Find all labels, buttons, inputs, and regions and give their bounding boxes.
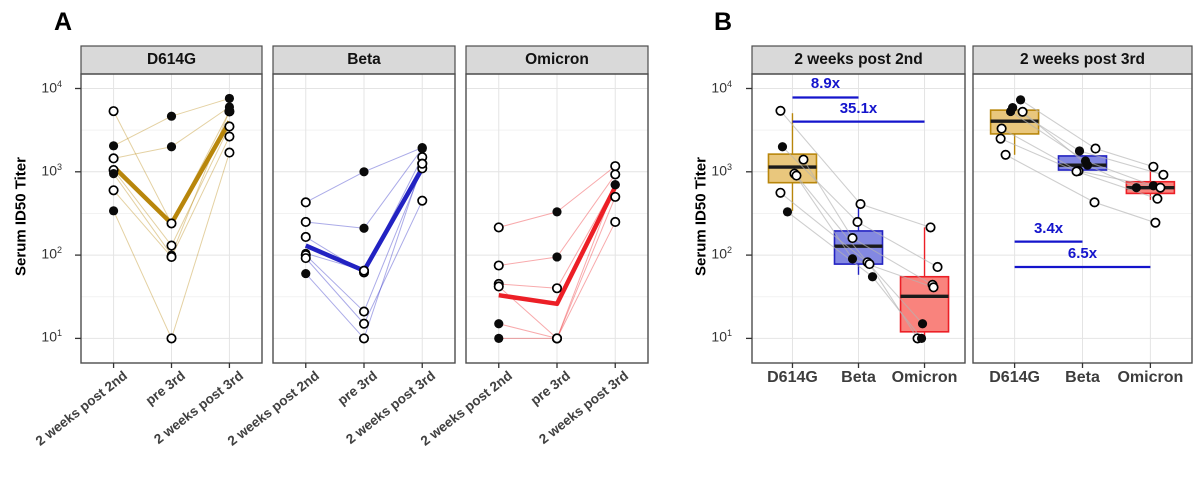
data-point-filled [108,141,119,151]
data-point-open [358,306,370,317]
data-point-filled [301,268,311,279]
data-point-open [108,153,119,164]
data-point-filled [166,142,177,152]
data-point-filled [494,333,504,343]
data-point-filled [917,319,928,329]
data-point-open [932,261,943,273]
data-point-open [1155,182,1166,193]
data-point-filled [1074,146,1085,156]
data-point-filled [552,207,562,217]
data-point-open [166,218,177,229]
data-point-filled [847,254,858,264]
data-point-open [358,318,370,329]
data-point-open [166,251,177,263]
data-point-filled [777,142,788,152]
data-point-open [775,187,786,198]
data-point-filled [782,207,793,217]
data-point-open [610,216,621,228]
data-point-filled [867,272,878,282]
data-point-filled [166,111,177,121]
data-point-open [108,185,119,196]
data-point-open [300,216,311,228]
data-point-open [493,281,504,292]
data-point-open [610,191,621,202]
data-point-open [1152,193,1163,204]
data-point-filled [916,333,927,343]
data-point-open [855,199,866,210]
data-point-open [1071,166,1082,177]
data-point-open [798,154,809,165]
data-point-filled [494,319,504,329]
data-point-open [224,121,235,132]
data-point-open [852,216,863,228]
data-point-open [300,231,311,243]
facet-strip [272,45,456,75]
data-point-open [610,169,621,180]
data-point-open [493,260,504,271]
data-point-open [610,161,621,172]
data-point-open [1089,197,1100,208]
data-point-open [417,195,428,206]
facet-strip [80,45,263,75]
data-point-open [847,233,858,244]
data-point-filled [108,169,119,179]
data-point-filled [1082,160,1093,170]
data-point-open [1158,169,1169,180]
data-point-open [417,158,428,169]
data-point-filled [359,167,369,177]
data-point-open [864,259,875,270]
data-point-open [791,170,802,181]
data-point-filled [1131,183,1141,193]
data-point-open [551,283,563,294]
data-point-filled [108,206,119,216]
data-point-open [1000,149,1011,160]
data-point-open [224,147,235,158]
data-point-open [1017,106,1028,117]
data-point-open [551,333,563,344]
data-point-filled [610,180,620,190]
data-point-filled [224,106,235,116]
data-point-filled [1006,106,1016,117]
data-point-open [358,265,370,276]
data-point-open [995,133,1006,144]
data-point-filled [417,143,427,154]
data-point-open [925,222,936,233]
data-point-open [1150,217,1161,228]
data-point-filled [552,252,562,262]
data-point-open [300,253,311,264]
data-point-filled [224,93,235,104]
data-point-open [928,282,939,293]
data-point-open [493,222,504,233]
data-point-open [1090,143,1101,154]
data-point-open [358,333,370,344]
data-point-open [166,240,177,251]
data-point-filled [1016,95,1026,105]
data-point-open [1148,161,1159,172]
data-point-open [166,333,177,344]
facet-strip [972,45,1193,75]
facet-strip [465,45,649,75]
mean-line [498,185,618,307]
data-point-open [300,197,311,208]
data-point-open [224,131,235,142]
facet-strip [751,45,966,75]
data-point-open [775,105,786,116]
data-point-open [996,123,1007,134]
data-point-open [108,106,119,117]
data-point-filled [359,223,369,233]
